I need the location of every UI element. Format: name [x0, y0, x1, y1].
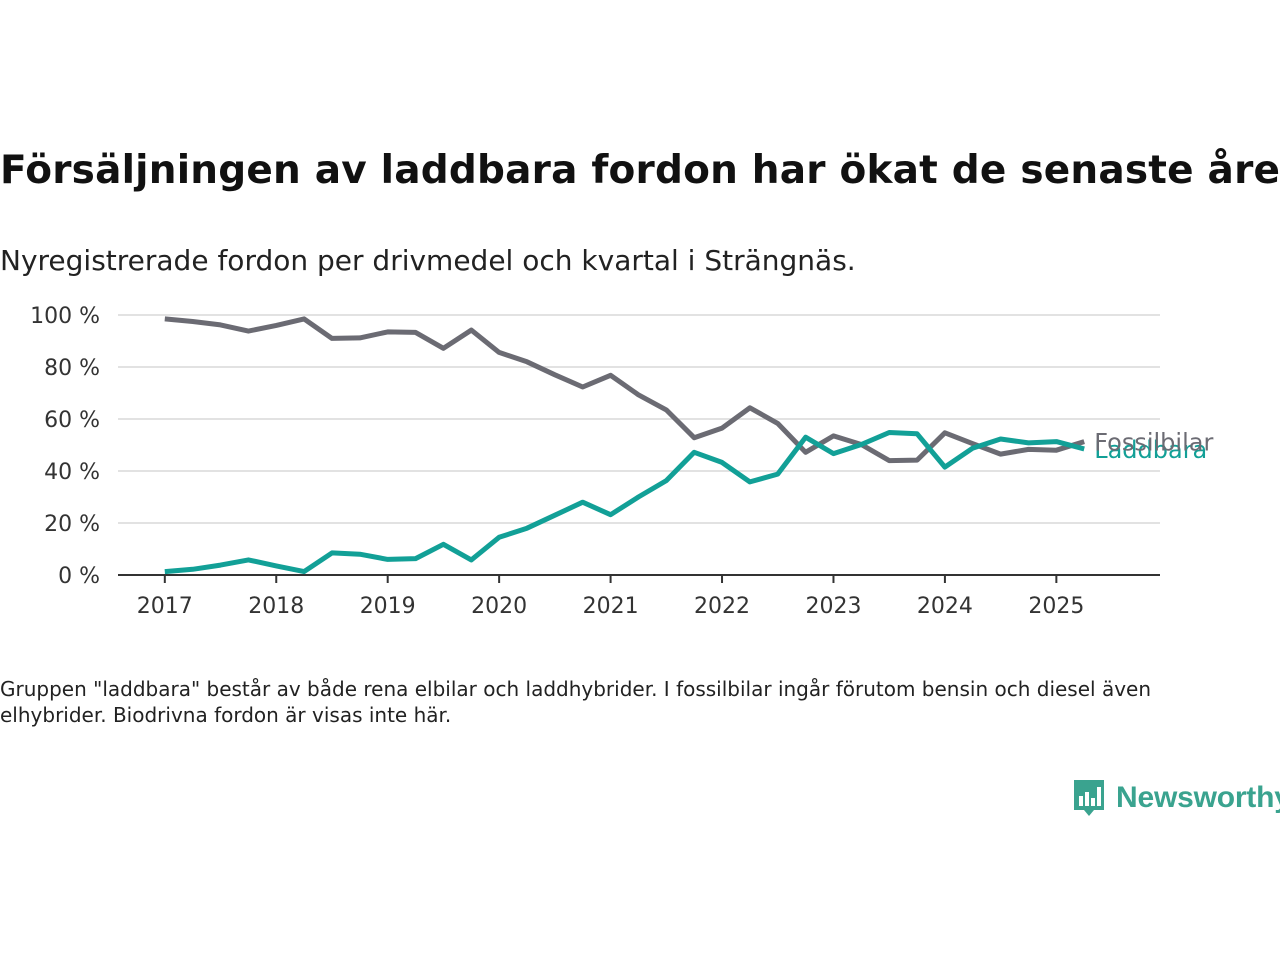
x-tick-label: 2019	[360, 594, 416, 619]
y-tick-label: 60 %	[44, 408, 100, 433]
newsworthy-logo: Newsworthy	[1072, 776, 1280, 820]
x-tick-label: 2022	[694, 594, 750, 619]
footnote: Gruppen "laddbara" består av både rena e…	[0, 677, 1152, 727]
y-tick-label: 80 %	[44, 356, 100, 381]
x-tick-label: 2020	[471, 594, 527, 619]
x-tick-label: 2021	[583, 594, 639, 619]
x-tick-label: 2025	[1028, 594, 1084, 619]
series-line-fossilbilar	[164, 316, 1085, 464]
line-chart: 0 % 20 % 40 % 60 % 80 % 100 % 2017 2018 2019 202…	[30, 304, 1213, 619]
y-axis-ticks: 0 % 20 % 40 % 60 % 80 % 100 %	[30, 304, 100, 589]
x-tick-label: 2017	[137, 594, 193, 619]
gridlines	[118, 314, 1160, 524]
chart-title: Försäljningen av laddbara fordon har öka…	[0, 148, 1280, 193]
x-axis: 2017 2018 2019 2020 2021 2022 2023 2024 2025	[118, 574, 1160, 619]
series-label-fossilbilar: Fossilbilar	[1094, 429, 1213, 457]
x-tick-label: 2024	[917, 594, 973, 619]
y-tick-label: 40 %	[44, 460, 100, 485]
y-tick-label: 100 %	[30, 304, 100, 329]
bar-chart-speech-bubble-icon	[1074, 780, 1104, 816]
y-tick-label: 20 %	[44, 512, 100, 537]
series-lines	[164, 316, 1085, 575]
x-tick-label: 2018	[248, 594, 304, 619]
chart-subtitle: Nyregistrerade fordon per drivmedel och …	[0, 244, 856, 277]
series-line-laddbara	[164, 430, 1085, 575]
y-tick-label: 0 %	[58, 564, 100, 589]
logo-text: Newsworthy	[1116, 781, 1280, 814]
x-tick-label: 2023	[805, 594, 861, 619]
series-label-laddbara: Laddbara	[1094, 436, 1207, 464]
